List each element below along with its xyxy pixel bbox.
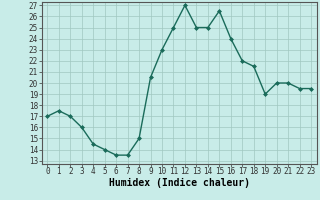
X-axis label: Humidex (Indice chaleur): Humidex (Indice chaleur): [109, 178, 250, 188]
